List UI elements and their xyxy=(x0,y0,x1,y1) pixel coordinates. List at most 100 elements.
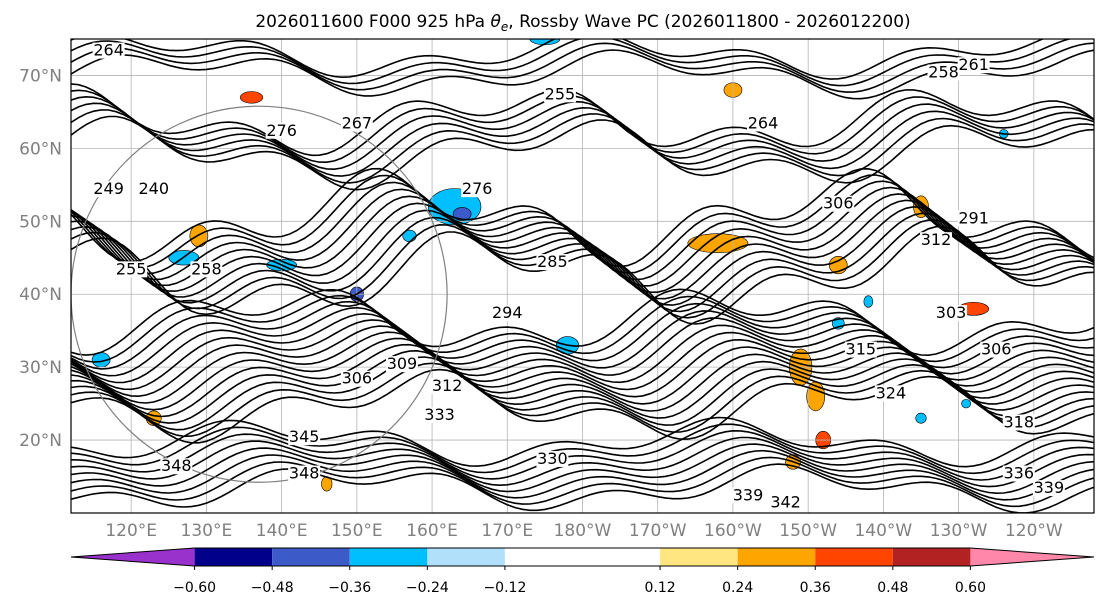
colorbar-segment xyxy=(892,548,971,566)
x-tick-label: 170°E xyxy=(481,521,533,541)
contour-label: 291 xyxy=(958,208,989,227)
contour-label: 342 xyxy=(770,493,801,512)
contour-line xyxy=(71,174,1094,274)
contour-label: 255 xyxy=(116,259,147,278)
contour-label-bg xyxy=(957,57,990,74)
contour-label: 312 xyxy=(921,230,952,249)
contour-label: 258 xyxy=(928,62,959,81)
contour-label: 312 xyxy=(432,376,463,395)
contour-label-bg xyxy=(265,122,298,139)
colorbar-tick-label: −0.48 xyxy=(251,580,294,596)
contour-line xyxy=(71,429,1094,481)
contour-line xyxy=(71,288,1094,357)
colorbar-segment xyxy=(504,548,661,566)
contour-label: 285 xyxy=(537,252,568,271)
contour-line xyxy=(71,362,1094,438)
contour-line xyxy=(71,306,1094,377)
contour-label: 306 xyxy=(981,340,1012,359)
contour-label: 324 xyxy=(876,383,907,402)
colorbar-segment xyxy=(272,548,350,566)
contour-line xyxy=(71,423,1094,475)
contour-label-bg xyxy=(1002,414,1035,431)
colorbar-segment xyxy=(660,548,738,566)
y-tick-label: 30°N xyxy=(19,358,62,378)
contour-line xyxy=(71,39,1045,80)
contour-line xyxy=(71,49,1094,100)
x-tick-label: 150°E xyxy=(331,521,383,541)
contour-label: 309 xyxy=(387,354,418,373)
contour-label-bg xyxy=(431,378,464,395)
x-tick-label: 130°W xyxy=(930,521,988,541)
x-tick-label: 170°W xyxy=(629,521,687,541)
contour-line xyxy=(71,294,1094,363)
contour-line xyxy=(71,95,1094,171)
y-tick-label: 70°N xyxy=(19,66,62,86)
x-tick-label: 160°W xyxy=(704,521,762,541)
contour-label: 264 xyxy=(748,114,779,133)
y-tick-label: 20°N xyxy=(19,431,62,451)
contour-label-bg xyxy=(491,305,524,322)
contour-label: 339 xyxy=(733,485,764,504)
contour-label: 261 xyxy=(958,55,989,74)
colorbar-tick-label: 0.24 xyxy=(722,580,753,596)
contour-label-bg xyxy=(980,341,1013,358)
colorbar-segment xyxy=(349,548,428,566)
colorbar-tick-label: −0.12 xyxy=(483,580,526,596)
shading-blob xyxy=(915,412,927,424)
contour-label-bg xyxy=(137,181,170,198)
contour-label-bg xyxy=(115,261,148,278)
contour-label: 318 xyxy=(1004,412,1035,431)
x-tick-label: 160°E xyxy=(406,521,458,541)
x-tick-label: 140°W xyxy=(854,521,912,541)
contour-label: 330 xyxy=(537,449,568,468)
contour-label: 249 xyxy=(93,179,124,198)
contour-label-bg xyxy=(874,385,907,402)
contour-line xyxy=(71,463,1094,513)
contour-line xyxy=(71,186,1094,287)
shading-blob xyxy=(189,224,209,248)
shading-blob xyxy=(961,398,971,409)
contour-line xyxy=(71,356,1094,431)
colorbar-tick-label: −0.24 xyxy=(406,580,449,596)
contour-label: 294 xyxy=(492,303,523,322)
contour-line xyxy=(71,102,1094,177)
contour-label-bg xyxy=(957,210,990,227)
contour-label-bg xyxy=(543,86,576,103)
colorbar: −0.60 −0.48 −0.36 −0.24 −0.12 0.12 0.24 0.36 0.4… xyxy=(70,547,1095,596)
contour-label-bg xyxy=(340,370,373,387)
x-tick-label: 120°W xyxy=(1005,521,1063,541)
y-tick-label: 40°N xyxy=(19,285,62,305)
contour-line xyxy=(71,42,1094,93)
contour-line xyxy=(71,456,1094,508)
contour-line xyxy=(71,180,1094,281)
contour-label-bg xyxy=(844,341,877,358)
x-axis-ticks: 120°E 130°E 140°E 150°E 160°E 170°E 180°W 170°W… xyxy=(105,521,1063,541)
contour-label-bg xyxy=(731,487,764,504)
y-axis-ticks: 20°N 30°N 40°N 50°N 60°N 70°N xyxy=(19,66,62,451)
colorbar-extend-max xyxy=(970,548,1094,566)
x-tick-label: 140°E xyxy=(256,521,308,541)
contour-line xyxy=(71,436,1094,488)
colorbar-segment xyxy=(815,548,893,566)
contour-line xyxy=(71,39,1073,87)
contour-label-bg xyxy=(935,305,968,322)
shading-blob xyxy=(863,295,874,308)
contour-label-bg xyxy=(160,458,193,475)
contour-label-bg xyxy=(385,356,418,373)
contour-label-bg xyxy=(769,494,802,511)
contour-line xyxy=(71,167,1094,268)
contour-label: 339 xyxy=(1034,478,1065,497)
y-tick-label: 60°N xyxy=(19,139,62,159)
contour-label-bg xyxy=(920,232,953,249)
contour-label-bg xyxy=(536,450,569,467)
contour-line xyxy=(71,83,1094,157)
contour-label-bg xyxy=(288,465,321,482)
contour-label-bg xyxy=(423,407,456,424)
contour-label-bg xyxy=(927,64,960,81)
contour-label-bg xyxy=(288,429,321,446)
colorbar-segment xyxy=(737,548,816,566)
contour-label-bg xyxy=(92,42,125,59)
x-tick-label: 130°E xyxy=(181,521,233,541)
